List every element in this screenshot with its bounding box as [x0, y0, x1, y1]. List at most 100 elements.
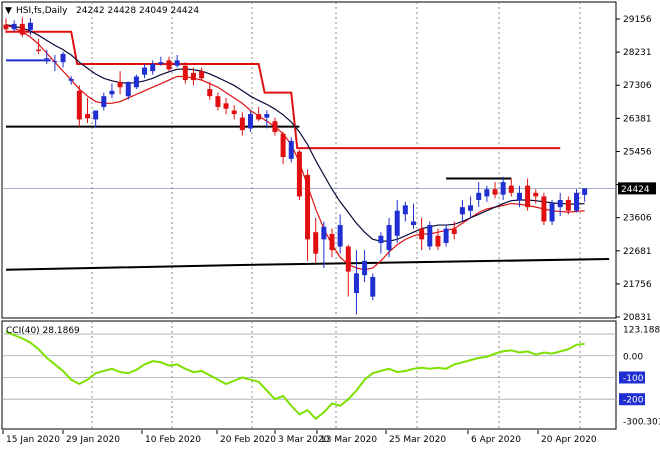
candle-61 [500, 176, 506, 200]
candle-38 [313, 217, 319, 263]
candle-body-30 [248, 114, 253, 129]
cci-tick-label-2: -100 [623, 374, 644, 384]
candle-body-42 [345, 246, 351, 272]
candle-body-36 [296, 151, 302, 197]
candle-5 [44, 49, 50, 64]
date-label-0: 15 Jan 2020 [6, 435, 60, 445]
candle-51 [419, 217, 425, 251]
candle-body-7 [60, 53, 66, 63]
candle-60 [492, 182, 498, 199]
price-tick-label-2: 27306 [623, 81, 652, 91]
candle-25 [207, 81, 213, 100]
candle-33 [272, 117, 278, 136]
candle-body-67 [549, 203, 555, 222]
candle-body-19 [158, 62, 164, 64]
candle-body-65 [533, 192, 539, 197]
main-series-layer [3, 17, 610, 315]
candle-body-33 [272, 121, 278, 132]
candle-body-9 [76, 90, 82, 120]
date-label-2: 10 Feb 2020 [145, 435, 201, 445]
candle-53 [435, 228, 441, 251]
candle-body-18 [150, 63, 156, 72]
candle-14 [117, 71, 123, 95]
candle-7 [60, 51, 66, 68]
price-tick-label-0: 29156 [623, 15, 652, 25]
candle-body-29 [239, 117, 245, 131]
candle-34 [280, 131, 286, 165]
candle-49 [402, 201, 408, 222]
candle-body-66 [541, 196, 547, 222]
candle-57 [468, 196, 474, 218]
chart-triangle-icon: ▼ [5, 6, 12, 16]
candle-body-49 [402, 205, 408, 215]
candle-69 [565, 196, 571, 215]
candle-body-63 [516, 192, 522, 200]
candle-body-50 [411, 221, 416, 226]
candle-43 [353, 250, 359, 315]
candle-66 [541, 192, 547, 226]
candle-body-71 [582, 188, 588, 195]
candle-body-27 [223, 103, 229, 109]
candle-4 [36, 38, 42, 54]
candle-body-4 [36, 49, 42, 52]
candle-body-59 [484, 189, 490, 197]
ohlc-label: 24242 24428 24049 24424 [76, 6, 199, 16]
axis-layer: 29156 28231 27306 26381 25456 23606 22681 21756… [2, 15, 660, 445]
candle-body-62 [508, 185, 514, 193]
candle-body-11 [93, 110, 99, 120]
candle-11 [93, 110, 99, 128]
candle-68 [557, 192, 563, 217]
candle-23 [190, 67, 196, 86]
cci-tick-label-4: -300.301 [623, 418, 660, 428]
candle-body-23 [190, 72, 196, 81]
candle-body-46 [378, 235, 384, 243]
candle-36 [296, 149, 302, 200]
candle-body-52 [427, 225, 433, 247]
candle-18 [150, 60, 156, 75]
fast-moving-average [5, 23, 585, 242]
candle-13 [109, 83, 115, 98]
candle-1 [11, 20, 17, 32]
candle-body-24 [199, 71, 205, 79]
price-tick-label-1: 28231 [623, 48, 652, 58]
candle-15 [125, 81, 131, 100]
price-tick-label-9: 20831 [623, 313, 652, 323]
candle-body-39 [321, 226, 327, 240]
candle-47 [386, 217, 392, 258]
candle-62 [508, 178, 514, 197]
price-tick-label-4: 25456 [623, 147, 652, 157]
candle-body-8 [68, 78, 74, 81]
cci-tick-label-3: -200 [623, 396, 644, 406]
candle-body-1 [11, 23, 17, 30]
candle-19 [158, 56, 164, 66]
candle-body-47 [386, 225, 392, 251]
date-label-3: 20 Feb 2020 [220, 435, 276, 445]
candle-58 [476, 182, 482, 208]
candle-body-28 [231, 110, 237, 115]
candle-body-12 [101, 96, 107, 107]
candle-body-57 [468, 205, 474, 211]
candle-body-6 [52, 61, 58, 63]
candle-body-14 [117, 81, 123, 88]
candle-body-54 [443, 228, 449, 243]
date-label-7: 6 Apr 2020 [471, 435, 521, 445]
candle-44 [362, 250, 368, 283]
indicator-label: CCI(40) 28.1869 [6, 326, 80, 336]
candle-body-43 [353, 273, 359, 294]
candle-55 [451, 221, 457, 240]
candle-2 [19, 17, 25, 38]
cci-level-box-2 [619, 371, 645, 384]
candle-46 [378, 232, 384, 254]
candle-26 [215, 92, 221, 111]
candle-41 [337, 214, 343, 254]
candle-body-26 [215, 96, 221, 107]
candle-37 [305, 169, 311, 261]
candle-8 [68, 76, 74, 85]
candle-body-48 [394, 210, 400, 236]
candle-body-32 [264, 114, 270, 118]
candle-52 [427, 221, 433, 251]
candle-body-40 [329, 233, 335, 251]
date-label-4: 3 Mar 2020 [278, 435, 330, 445]
candle-body-35 [288, 140, 294, 159]
candle-40 [329, 228, 335, 258]
